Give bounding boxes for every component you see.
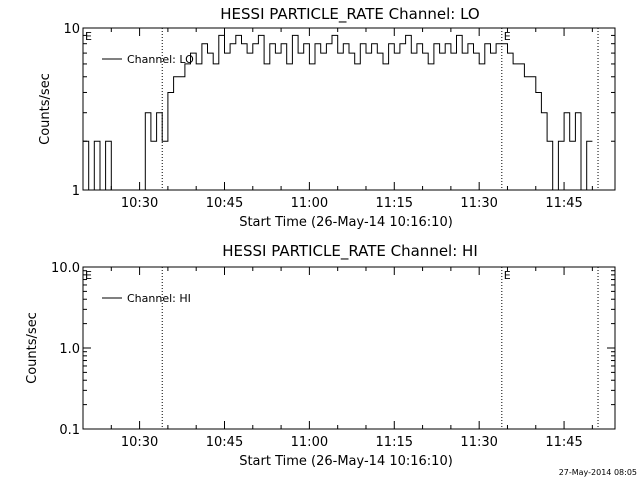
panel-lo-legend-label: Channel: LO (127, 53, 194, 66)
panel-lo-ticks: 10:30 10:45 11:00 11:15 11:30 11:45 1 10 (63, 22, 615, 211)
y-tick-label: 1 (72, 184, 80, 199)
panel-lo: HESSI PARTICLE_RATE Channel: LO 10:30 10:… (38, 5, 616, 230)
panel-lo-frame (82, 27, 616, 191)
panel-hi-legend-label: Channel: HI (127, 292, 191, 305)
panel-hi-xlabel: Start Time (26-May-14 10:16:10) (239, 454, 453, 469)
y-tick-label: 10 (63, 22, 80, 37)
panel-lo-xlabel: Start Time (26-May-14 10:16:10) (239, 215, 453, 230)
x-tick-label: 10:30 (121, 196, 158, 211)
x-tick-label: 11:45 (545, 435, 582, 450)
panel-hi-legend: Channel: HI (102, 292, 191, 305)
panel-lo-ylabel: Counts/sec (38, 73, 53, 145)
x-tick-label: 11:45 (545, 196, 582, 211)
panel-hi-ylabel: Counts/sec (25, 312, 40, 384)
panel-hi: HESSI PARTICLE_RATE Channel: HI 10:30 10:… (25, 242, 616, 469)
y-tick-label: 1.0 (59, 342, 80, 357)
event-marker-label: E (85, 269, 92, 282)
panel-lo-series-line (83, 34, 593, 191)
panel-hi-title: HESSI PARTICLE_RATE Channel: HI (222, 242, 478, 261)
x-tick-label: 11:00 (291, 435, 328, 450)
panel-lo-legend: Channel: LO (102, 53, 194, 66)
event-marker-label: E (504, 269, 511, 282)
x-tick-label: 11:30 (460, 196, 497, 211)
y-tick-label: 0.1 (59, 423, 80, 438)
panel-lo-title: HESSI PARTICLE_RATE Channel: LO (220, 5, 479, 24)
x-tick-label: 10:45 (206, 196, 243, 211)
x-tick-label: 10:45 (206, 435, 243, 450)
y-tick-label: 10.0 (51, 261, 80, 276)
event-marker-label: E (85, 30, 92, 43)
event-marker-label: E (504, 30, 511, 43)
x-tick-label: 11:30 (460, 435, 497, 450)
x-tick-label: 10:30 (121, 435, 158, 450)
panel-hi-ticks: 10:30 10:45 11:00 11:15 11:30 11:45 0.1 1.0 10.0 (51, 261, 615, 450)
x-tick-label: 11:15 (376, 435, 413, 450)
x-tick-label: 11:15 (376, 196, 413, 211)
timestamp: 27-May-2014 08:05 (559, 468, 637, 477)
x-tick-label: 11:00 (291, 196, 328, 211)
